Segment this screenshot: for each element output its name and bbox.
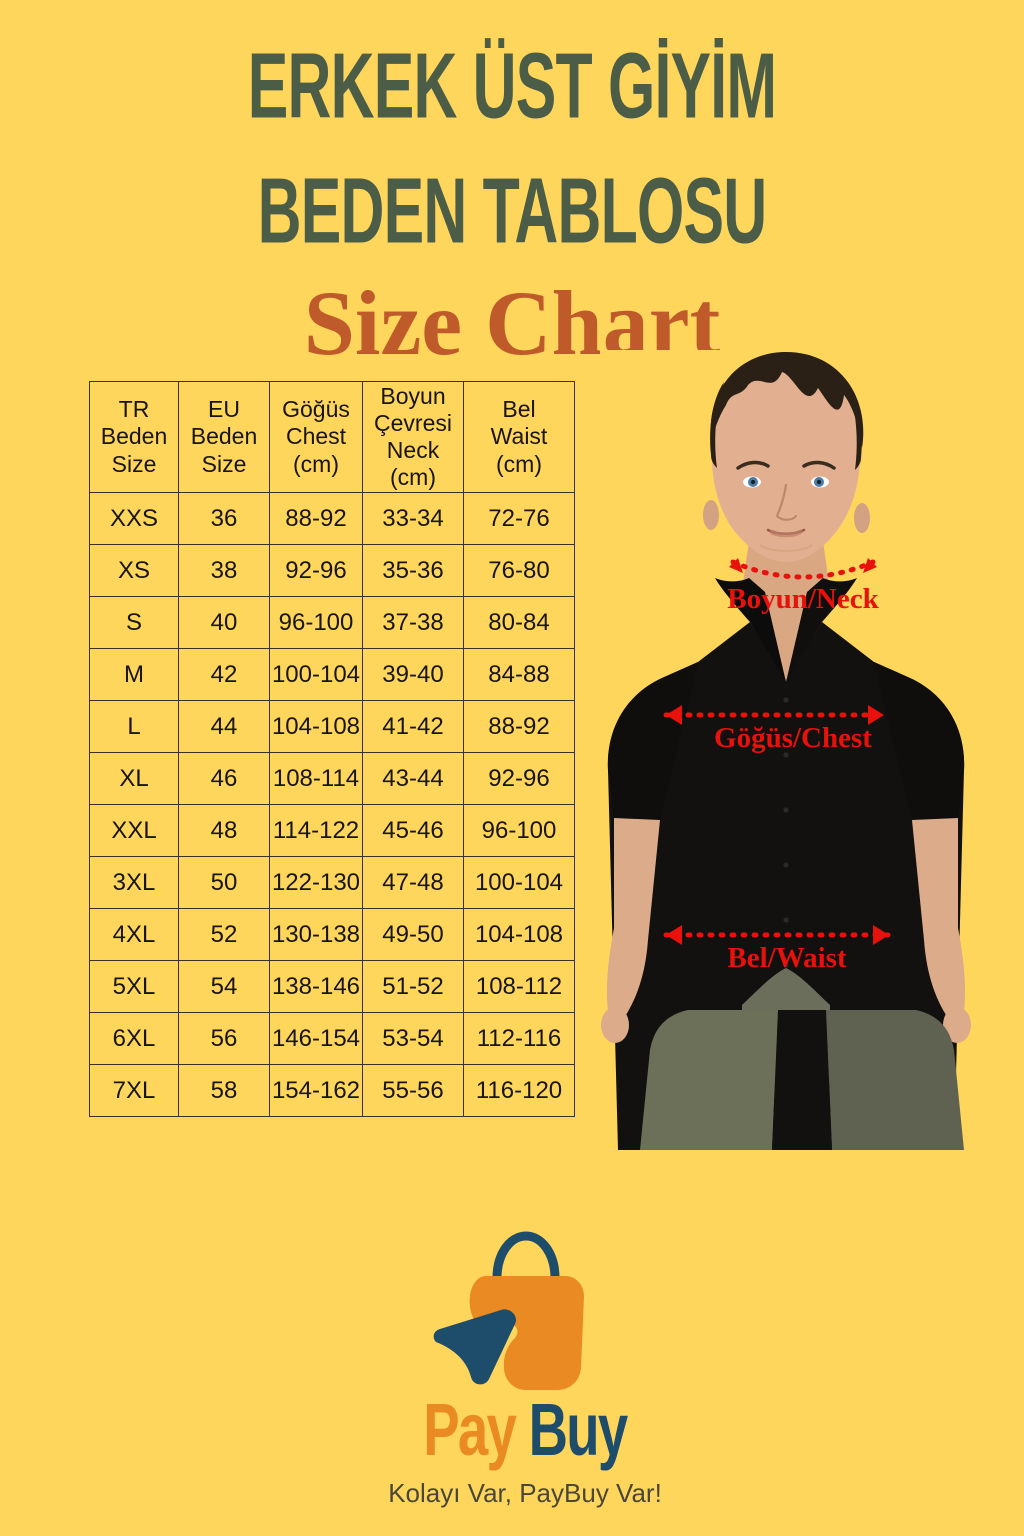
- svg-text:Göğüs/Chest: Göğüs/Chest: [714, 722, 872, 754]
- svg-text:Boyun/Neck: Boyun/Neck: [727, 583, 879, 615]
- svg-text:Bel/Waist: Bel/Waist: [727, 942, 847, 974]
